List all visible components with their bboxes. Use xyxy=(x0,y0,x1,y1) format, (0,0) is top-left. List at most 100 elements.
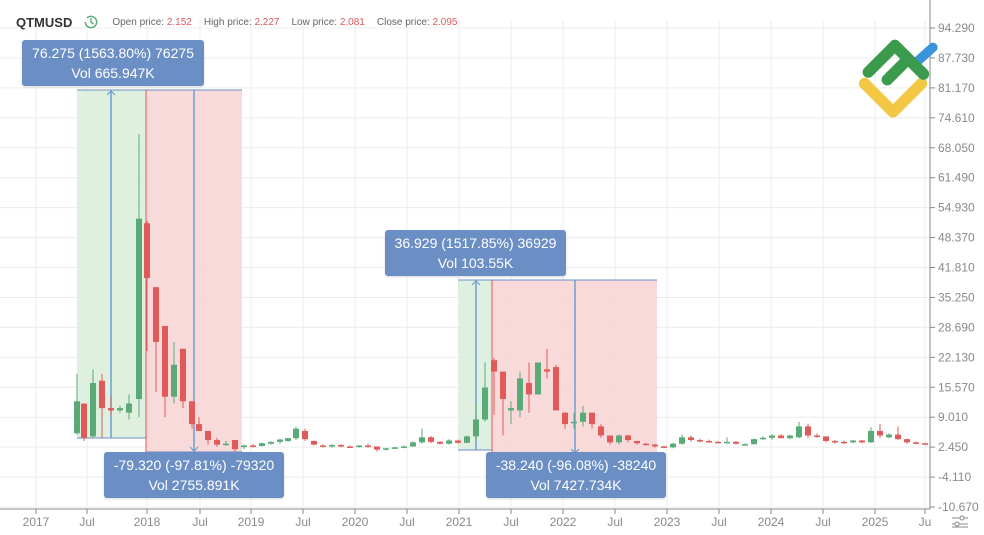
candle xyxy=(787,435,793,439)
candle xyxy=(553,367,559,411)
chart-settings-icon[interactable] xyxy=(951,514,969,528)
y-tick-label: 22.130 xyxy=(938,350,975,364)
y-tick-label: -10.670 xyxy=(938,500,979,514)
candle xyxy=(661,446,667,448)
x-tick-label: Ju xyxy=(919,515,932,529)
high-price: High price: 2.227 xyxy=(203,16,280,28)
y-tick-label: 68.050 xyxy=(938,141,975,155)
x-tick-label: Jul xyxy=(79,515,94,529)
x-tick-label: 2022 xyxy=(550,515,577,529)
x-tick-label: 2018 xyxy=(134,515,161,529)
candle xyxy=(259,443,265,446)
candle xyxy=(625,435,631,441)
clock-icon[interactable] xyxy=(84,15,98,29)
y-tick-label: 81.170 xyxy=(938,81,975,95)
candle xyxy=(437,441,443,444)
candle xyxy=(302,430,308,440)
y-tick-label: 74.610 xyxy=(938,111,975,125)
measurement-badge-fall-2018: -79.320 (-97.81%) -79320 Vol 2755.891K xyxy=(104,452,284,498)
y-tick-label: 87.730 xyxy=(938,51,975,65)
candle xyxy=(526,383,532,395)
candle xyxy=(428,437,434,442)
candle xyxy=(616,435,622,443)
x-tick-label: 2017 xyxy=(23,515,50,529)
candle xyxy=(688,437,694,441)
y-tick-label: 35.250 xyxy=(938,290,975,304)
candle xyxy=(126,403,132,413)
candle xyxy=(108,408,114,411)
x-tick-label: Jul xyxy=(607,515,622,529)
candle xyxy=(374,446,380,450)
candle xyxy=(383,448,389,450)
candle xyxy=(544,369,550,372)
candle xyxy=(607,435,613,443)
x-tick-label: Jul xyxy=(815,515,830,529)
y-tick-label: 54.930 xyxy=(938,201,975,215)
candle xyxy=(580,412,586,422)
y-tick-label: -4.110 xyxy=(938,470,971,484)
x-tick-label: Jul xyxy=(192,515,207,529)
candle xyxy=(223,443,229,446)
candle xyxy=(733,441,739,444)
candle xyxy=(643,443,649,446)
candle xyxy=(90,383,96,437)
x-tick-label: 2019 xyxy=(238,515,265,529)
candle xyxy=(214,440,220,445)
candle xyxy=(99,380,105,409)
candle xyxy=(356,445,362,448)
candle xyxy=(162,325,168,397)
candle xyxy=(205,430,211,441)
candle xyxy=(144,223,150,279)
candle xyxy=(293,428,299,439)
y-tick-label: 15.570 xyxy=(938,380,975,394)
y-tick-label: 28.690 xyxy=(938,320,975,334)
candle xyxy=(535,362,541,395)
chart-header: QTMUSD Open price: 2.152 High price: 2.2… xyxy=(16,12,470,32)
candle xyxy=(136,218,142,399)
candle xyxy=(769,435,775,438)
candle xyxy=(805,426,811,436)
candle xyxy=(715,441,721,444)
candle xyxy=(320,445,326,448)
candle xyxy=(814,435,820,437)
candle xyxy=(670,443,676,448)
low-price: Low price: 2.081 xyxy=(291,16,365,28)
candle xyxy=(832,440,838,443)
candle xyxy=(589,412,595,425)
candle xyxy=(491,360,497,372)
x-tick-label: Jul xyxy=(711,515,726,529)
open-price: Open price: 2.152 xyxy=(112,16,192,28)
candle xyxy=(329,445,335,447)
y-tick-label: 94.290 xyxy=(938,21,975,35)
candle xyxy=(232,440,238,450)
candle xyxy=(285,438,291,441)
candle xyxy=(455,440,461,443)
candle xyxy=(868,430,874,443)
candle xyxy=(841,441,847,444)
measurement-badge-rise-2021: 36.929 (1517.85%) 36929 Vol 103.55K xyxy=(385,230,566,276)
candle xyxy=(446,440,452,444)
candle xyxy=(652,444,658,447)
candle xyxy=(74,401,80,434)
x-tick-label: 2024 xyxy=(758,515,785,529)
candle xyxy=(634,440,640,444)
candle xyxy=(482,387,488,420)
candle xyxy=(697,440,703,442)
candle xyxy=(180,348,186,402)
x-tick-label: Jul xyxy=(295,515,310,529)
candle xyxy=(886,434,892,438)
candle xyxy=(562,412,568,425)
candle xyxy=(508,408,514,411)
x-tick-label: Jul xyxy=(399,515,414,529)
measurement-badge-fall-2022: -38.240 (-96.08%) -38240 Vol 7427.734K xyxy=(486,452,666,498)
candle xyxy=(311,440,317,445)
candle xyxy=(724,441,730,444)
candle xyxy=(464,436,470,443)
candle xyxy=(153,287,159,342)
brand-logo-icon xyxy=(858,39,938,118)
candle xyxy=(679,437,685,444)
candle xyxy=(796,426,802,438)
candle xyxy=(365,445,371,448)
candle xyxy=(850,440,856,443)
